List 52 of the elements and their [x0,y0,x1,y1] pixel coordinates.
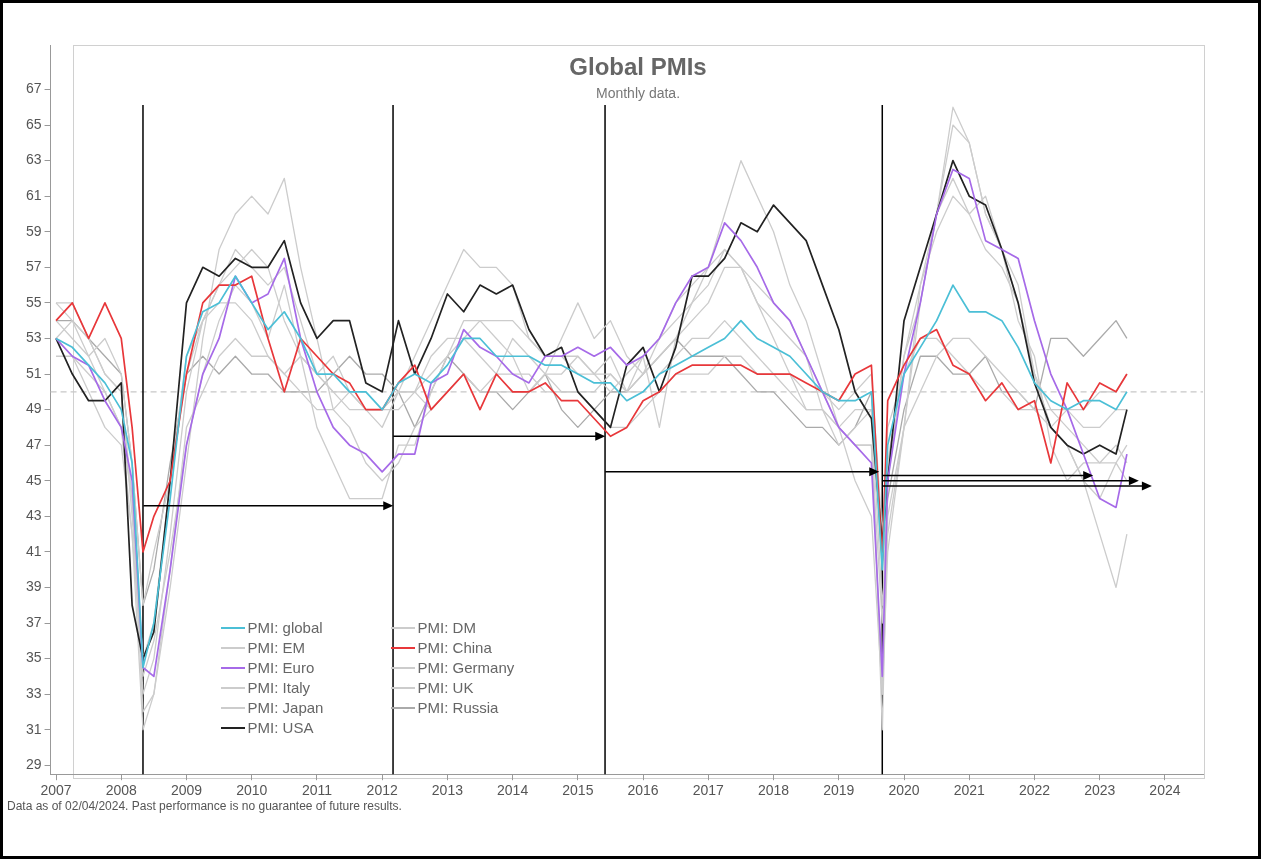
y-tick-label: 33 [25,685,42,702]
text: Data as of 02/04/2024. Past performance is no guarantee of future results. [7,799,402,813]
x-tick-label: 2024 [1149,782,1181,799]
x-tick-label: 2011 [301,782,333,799]
legend-label: PMI: Italy [247,679,311,697]
legend-label: PMI: UK [417,679,474,697]
legend-label: PMI: Germany [417,659,515,677]
y-tick-label: 51 [25,364,42,381]
y-tick-label: 37 [25,613,42,630]
legend-label: PMI: USA [247,719,314,737]
y-tick-label: 35 [25,649,42,666]
x-tick-label: 2019 [823,782,855,799]
x-tick-label: 2012 [366,782,398,799]
y-tick-label: 31 [25,720,42,737]
x-tick-label: 2007 [40,782,72,799]
x-tick-label: 2022 [1018,782,1051,799]
text: Monthly data. [594,85,682,101]
x-tick-label: 2017 [692,782,725,799]
y-tick-label: 39 [25,578,42,595]
y-tick-label: 49 [25,400,42,417]
y-tick-label: 61 [25,187,42,204]
x-tick-label: 2021 [953,782,986,799]
y-tick-label: 65 [25,115,42,132]
x-tick-label: 2014 [497,782,529,799]
y-tick-label: 57 [25,258,42,275]
y-tick-label: 47 [25,436,42,453]
x-tick-label: 2023 [1084,782,1116,799]
y-tick-label: 67 [25,80,42,97]
legend-label: PMI: EM [247,639,306,657]
y-tick-label: 59 [25,222,42,239]
y-tick-label: 43 [25,507,42,524]
legend-label: PMI: Russia [417,699,499,717]
y-tick-label: 45 [25,471,42,488]
legend-label: PMI: global [247,619,323,637]
x-tick-label: 2010 [236,782,268,799]
x-tick-label: 2016 [627,782,659,799]
x-tick-label: 2015 [562,782,594,799]
x-tick-label: 2009 [170,782,203,799]
y-tick-label: 55 [25,293,42,310]
legend-label: PMI: Japan [247,699,324,717]
x-tick-label: 2020 [888,782,920,799]
chart-title: Global PMIs [568,53,708,81]
x-tick-label: 2013 [431,782,464,799]
legend-label: PMI: China [417,639,492,657]
y-tick-label: 63 [25,151,42,168]
y-tick-label: 41 [25,542,42,559]
y-tick-label: 29 [25,756,42,773]
y-tick-label: 53 [25,329,42,346]
x-tick-label: 2018 [757,782,790,799]
legend-label: PMI: Euro [247,659,315,677]
legend-label: PMI: DM [417,619,476,637]
x-tick-label: 2008 [105,782,138,799]
